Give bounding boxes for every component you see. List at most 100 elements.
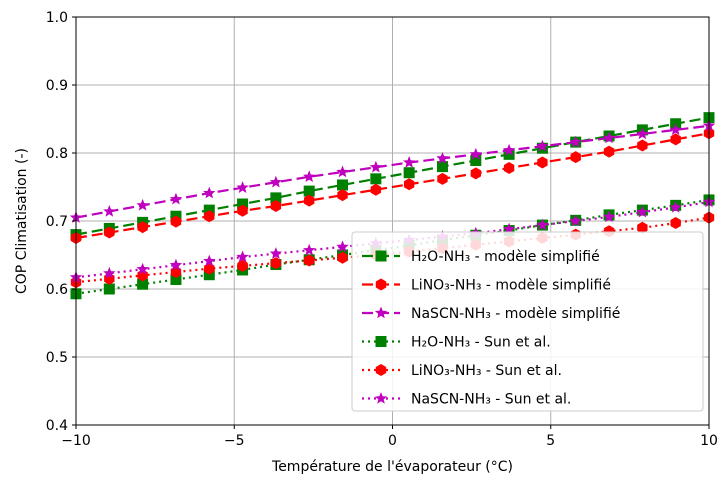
data-point: [103, 283, 115, 295]
data-point: [336, 240, 349, 253]
data-point: [270, 192, 282, 204]
data-point: [203, 186, 216, 199]
x-tick-label: 10: [700, 433, 718, 449]
data-point: [569, 214, 582, 227]
data-point: [569, 135, 582, 148]
x-tick-label: 5: [546, 433, 555, 449]
x-tick-label: −10: [61, 433, 91, 449]
data-point: [669, 123, 682, 136]
data-point: [537, 156, 548, 169]
data-point: [236, 181, 249, 193]
data-point: [203, 254, 216, 267]
data-point: [437, 172, 448, 185]
data-point: [369, 160, 383, 173]
legend-label: H₂O-NH₃ - Sun et al.: [411, 335, 551, 351]
data-point: [670, 133, 681, 146]
data-point: [137, 221, 148, 234]
legend-label: LiNO₃-NH₃ - modèle simplifié: [411, 278, 611, 294]
legend-entry: LiNO₃-NH₃ - Sun et al.: [362, 363, 562, 379]
legend-marker: [375, 336, 387, 347]
data-point: [269, 247, 283, 259]
data-point: [103, 266, 116, 279]
ticks-group: −10 −5 0 5 10 0.4 0.5 0.6 0.7 0.8 0.9 1.0: [46, 10, 718, 449]
data-point: [169, 258, 183, 271]
data-point: [204, 262, 215, 275]
data-point: [502, 143, 516, 156]
legend-entry: H₂O-NH₃ - Sun et al.: [362, 335, 551, 351]
data-point: [237, 259, 248, 272]
data-point: [170, 215, 182, 228]
data-point: [270, 257, 282, 270]
data-point: [136, 262, 149, 275]
series-line: [75, 132, 710, 240]
data-point: [304, 254, 315, 267]
data-point: [304, 194, 315, 207]
legend-entry: NaSCN-NH₃ - Sun et al.: [362, 392, 571, 408]
x-tick-label: 0: [388, 433, 397, 449]
legend: H₂O-NH₃ - modèle simplifié LiNO₃-NH₃ - mo…: [351, 231, 704, 412]
series-line: [75, 116, 710, 236]
data-point: [303, 170, 316, 183]
data-point: [136, 198, 149, 211]
legend-label: H₂O-NH₃ - modèle simplifié: [411, 249, 600, 265]
legend-marker: [375, 278, 387, 291]
y-tick-label: 1.0: [46, 10, 68, 26]
data-point: [436, 161, 448, 173]
data-point: [170, 273, 182, 285]
x-tick-label: −5: [224, 433, 245, 449]
data-point: [303, 243, 316, 256]
data-point: [402, 156, 416, 168]
data-point: [536, 218, 549, 231]
data-point: [236, 250, 249, 263]
legend-entry: H₂O-NH₃ - modèle simplifié: [362, 249, 600, 265]
legend-entry: LiNO₃-NH₃ - modèle simplifié: [362, 278, 611, 294]
data-point: [602, 210, 616, 223]
data-point: [203, 269, 215, 281]
data-point: [503, 161, 515, 174]
data-point: [269, 175, 283, 188]
data-point: [469, 147, 482, 160]
data-point: [636, 127, 649, 140]
data-point: [470, 154, 482, 166]
data-point: [436, 151, 449, 164]
data-point: [669, 200, 682, 213]
data-point: [503, 148, 515, 160]
y-tick-label: 0.7: [46, 214, 68, 230]
data-point: [103, 204, 116, 217]
data-point: [204, 210, 215, 223]
data-point: [337, 179, 349, 191]
y-tick-label: 0.5: [46, 350, 68, 366]
data-point: [603, 145, 615, 158]
data-point: [203, 204, 215, 216]
data-point: [403, 178, 415, 191]
legend-marker: [375, 364, 387, 376]
data-point: [370, 183, 382, 196]
legend-entry: NaSCN-NH₃ - modèle simplifié: [362, 306, 620, 322]
y-tick-label: 0.9: [46, 78, 68, 94]
legend-label: NaSCN-NH₃ - Sun et al.: [411, 392, 571, 408]
data-point: [470, 167, 481, 180]
data-point: [303, 185, 315, 197]
x-axis-label: Température de l'évaporateur (°C): [271, 459, 513, 475]
legend-label: NaSCN-NH₃ - modèle simplifié: [411, 306, 620, 322]
data-point: [637, 139, 648, 152]
data-point: [237, 198, 249, 210]
data-point: [137, 278, 149, 290]
data-point: [237, 204, 248, 217]
data-point: [104, 226, 115, 239]
series-line: [75, 124, 710, 219]
data-point: [403, 167, 415, 179]
data-point: [337, 251, 348, 264]
series-2: [70, 127, 715, 244]
legend-label: LiNO₃-NH₃ - Sun et al.: [411, 363, 562, 379]
legend-marker: [374, 306, 388, 319]
data-point: [502, 222, 516, 235]
data-point: [336, 165, 349, 178]
y-tick-label: 0.6: [46, 282, 68, 298]
legend-marker: [375, 250, 387, 262]
data-point: [637, 221, 648, 234]
data-point: [536, 139, 549, 152]
data-point: [602, 131, 616, 144]
legend-marker: [374, 392, 388, 404]
